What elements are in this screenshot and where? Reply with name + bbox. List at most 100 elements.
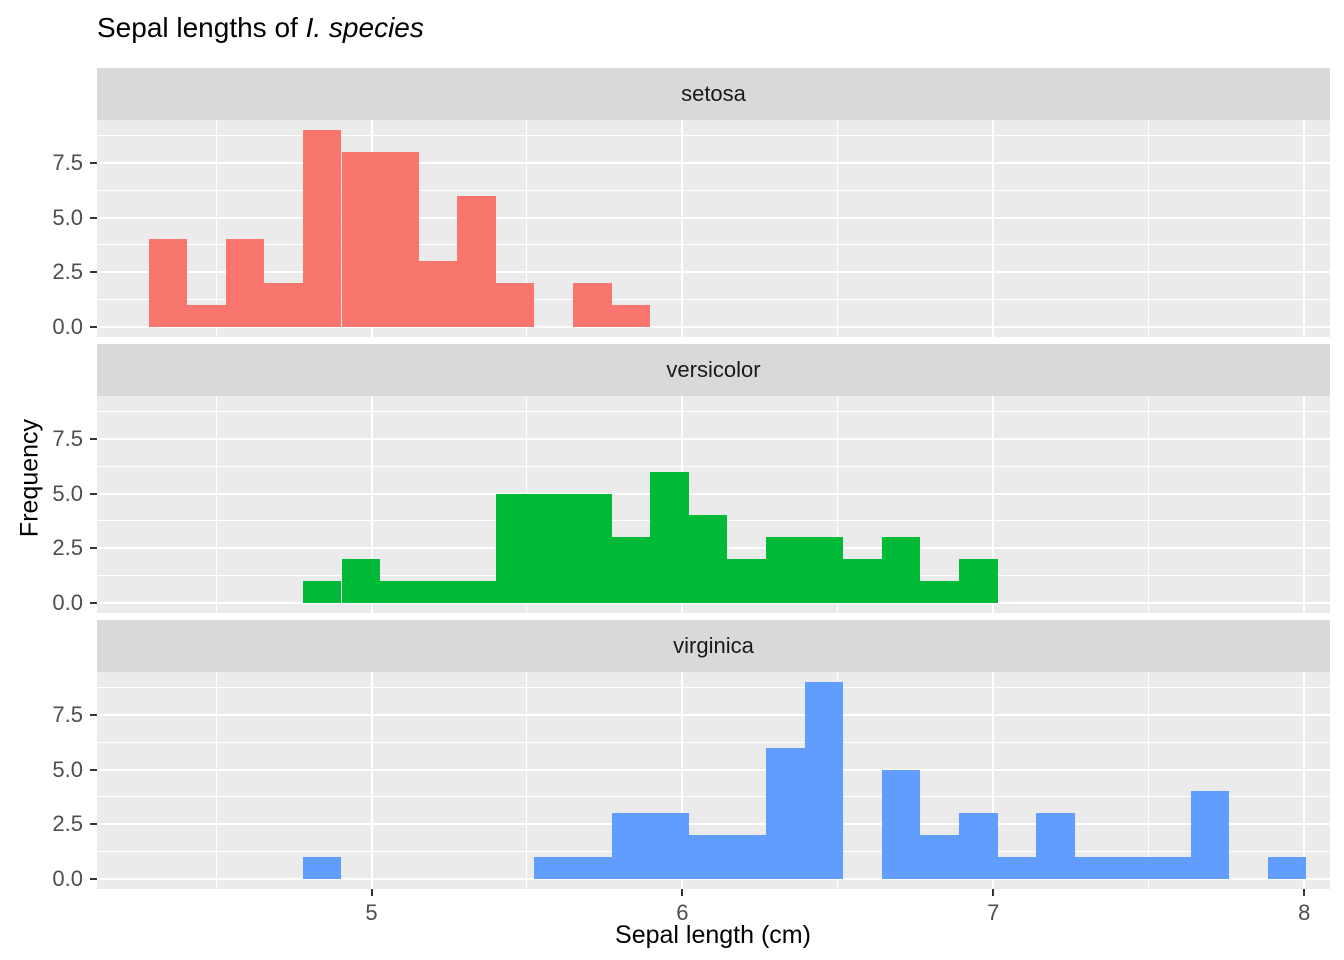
histogram-bar [534, 857, 574, 880]
y-tick-label: 5.0 [52, 480, 83, 506]
chart-title-text: Sepal lengths of [97, 12, 306, 43]
gridline-major-horizontal [97, 768, 1330, 771]
histogram-bar [457, 581, 496, 604]
histogram-bar [534, 493, 574, 604]
gridline-minor-vertical [1148, 120, 1150, 337]
histogram-bar [650, 813, 689, 880]
x-tick-mark [1303, 889, 1306, 896]
gridline-minor-horizontal [97, 465, 1330, 467]
histogram-bar [418, 581, 458, 604]
histogram-bar [650, 471, 689, 604]
histogram-bar [380, 581, 419, 604]
chart-title-species-italic: I. species [305, 12, 424, 43]
gridline-minor-vertical [1148, 396, 1150, 613]
x-tick-mark [681, 889, 684, 896]
facet-column: setosa 0.0 2.5 5.0 7.5 versicolor 0.0 2.5 5.0… [52, 68, 1330, 891]
x-axis-title: Sepal length (cm) [615, 921, 811, 949]
chart-title: Sepal lengths of I. species [97, 12, 424, 44]
histogram-bar [341, 151, 381, 328]
facet-panel [97, 396, 1330, 613]
gridline-major-vertical [370, 396, 373, 613]
facet-panel [97, 672, 1330, 889]
gridline-minor-horizontal [97, 189, 1330, 191]
histogram-bar [881, 537, 921, 604]
histogram-bar [264, 283, 303, 328]
histogram-bar [997, 857, 1037, 880]
y-tick-mark [90, 602, 97, 605]
gridline-minor-vertical [1148, 672, 1150, 889]
histogram-bar [225, 239, 265, 328]
gridline-major-vertical [992, 120, 995, 337]
gridline-major-vertical [1303, 672, 1306, 889]
histogram-bar [611, 305, 651, 328]
gridline-major-horizontal [97, 216, 1330, 219]
gridline-minor-horizontal [97, 134, 1330, 136]
histogram-bar [766, 747, 805, 880]
histogram-bar [148, 239, 188, 328]
histogram-bar [573, 283, 612, 328]
y-tick-label: 5.0 [52, 756, 83, 782]
gridline-minor-vertical [837, 120, 839, 337]
y-tick-mark [90, 326, 97, 329]
y-tick-mark [90, 547, 97, 550]
gridline-minor-horizontal [97, 741, 1330, 743]
gridline-major-horizontal [97, 161, 1330, 164]
y-tick-mark [90, 823, 97, 826]
gridline-minor-vertical [837, 396, 839, 613]
histogram-bar [611, 537, 651, 604]
x-tick-label: 5 [365, 900, 378, 925]
histogram-bar [1113, 857, 1152, 880]
histogram-bar [920, 835, 959, 880]
gridline-major-horizontal [97, 437, 1330, 440]
histogram-bar [727, 835, 766, 880]
gridline-major-vertical [1303, 396, 1306, 613]
y-tick-mark [90, 492, 97, 495]
gridline-minor-vertical [215, 672, 217, 889]
gridline-major-horizontal [97, 878, 1330, 881]
histogram-bar [495, 493, 535, 604]
x-tick-mark [992, 889, 995, 896]
histogram-bar [302, 129, 342, 328]
gridline-major-vertical [992, 672, 995, 889]
x-tick-mark [370, 889, 373, 896]
histogram-bar [766, 537, 805, 604]
x-tick-label: 8 [1298, 900, 1311, 925]
histogram-bar [380, 151, 419, 328]
histogram-bar [843, 559, 882, 604]
histogram-bar [804, 681, 844, 880]
histogram-bar [1151, 857, 1191, 880]
x-tick-label: 6 [676, 900, 689, 925]
facet-strip-label: versicolor [666, 357, 761, 382]
gridline-major-horizontal [97, 326, 1330, 329]
histogram-bar [958, 813, 998, 880]
histogram-bar [920, 581, 959, 604]
histogram-bar [573, 493, 612, 604]
histogram-bar [688, 515, 728, 604]
facet-setosa: setosa 0.0 2.5 5.0 7.5 [52, 68, 1330, 339]
histogram-bar [611, 813, 651, 880]
y-tick-mark [90, 768, 97, 771]
y-tick-label: 0.0 [52, 590, 83, 616]
gridline-major-vertical [992, 396, 995, 613]
y-tick-label: 2.5 [52, 811, 83, 837]
histogram-bar [457, 195, 496, 328]
histogram-bar [688, 835, 728, 880]
y-tick-mark [90, 437, 97, 440]
facet-versicolor: versicolor 0.0 2.5 5.0 7.5 [52, 344, 1330, 615]
y-tick-label: 7.5 [52, 701, 83, 727]
histogram-bar [1190, 791, 1230, 880]
facet-strip-label: virginica [673, 633, 754, 658]
histogram-bar [302, 581, 342, 604]
y-tick-label: 2.5 [52, 535, 83, 561]
gridline-major-vertical [681, 672, 684, 889]
gridline-major-horizontal [97, 602, 1330, 605]
y-tick-label: 0.0 [52, 866, 83, 892]
gridline-minor-vertical [215, 396, 217, 613]
facet-strip-label: setosa [681, 81, 746, 106]
histogram-bar [881, 769, 921, 880]
gridline-major-vertical [681, 120, 684, 337]
gridline-minor-vertical [526, 672, 528, 889]
gridline-minor-horizontal [97, 299, 1330, 301]
y-tick-mark [90, 216, 97, 219]
gridline-minor-vertical [526, 120, 528, 337]
